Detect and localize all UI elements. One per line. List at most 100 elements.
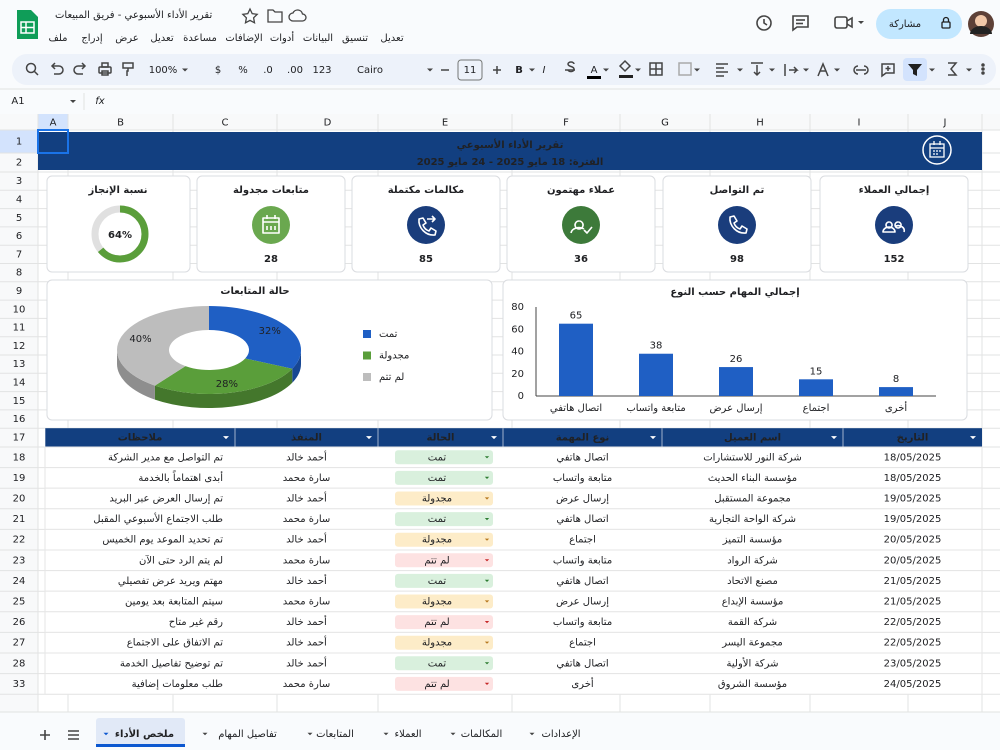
status-dropdown[interactable] [484, 456, 490, 459]
row-header[interactable]: 3 [16, 176, 22, 187]
tab-dropdown[interactable] [450, 732, 456, 736]
column-header[interactable]: H [756, 118, 764, 129]
toolbar-icons[interactable] [25, 59, 985, 78]
status-chip[interactable] [395, 635, 493, 650]
status-chip[interactable] [395, 676, 493, 691]
row-header[interactable]: 9 [16, 286, 22, 297]
dropdown-arrow[interactable] [737, 68, 743, 72]
column-header[interactable]: C [222, 118, 229, 129]
row-header[interactable]: 15 [13, 396, 26, 407]
menu-item[interactable]: تعديل [150, 33, 173, 44]
toolbar-number-format[interactable]: 123 [312, 65, 331, 76]
status-dropdown[interactable] [484, 600, 490, 603]
status-chip[interactable] [395, 553, 493, 568]
sheet-tab[interactable]: المكالمات [461, 729, 502, 740]
toolbar-currency[interactable]: $ [215, 65, 221, 76]
column-header[interactable]: A [50, 118, 57, 129]
dropdown-arrow[interactable] [529, 68, 535, 72]
sheet-tab[interactable]: ملخص الأداء [115, 727, 174, 740]
toolbar-text-color[interactable]: A [591, 65, 598, 76]
tab-dropdown[interactable] [307, 732, 313, 736]
row-header[interactable]: 28 [13, 658, 26, 669]
sheet-tab[interactable]: الإعدادات [541, 729, 580, 740]
row-header[interactable]: 26 [13, 617, 26, 628]
add-sheet[interactable] [40, 730, 50, 740]
toolbar-dec-more[interactable]: .00 [287, 65, 303, 76]
row-header[interactable]: 10 [13, 304, 26, 315]
column-header[interactable]: G [661, 118, 669, 129]
filter-icon[interactable] [908, 64, 922, 76]
column-header[interactable]: D [324, 118, 332, 129]
menu-item[interactable]: الإضافات [225, 33, 262, 44]
sheet-tab[interactable]: العملاء [394, 729, 421, 740]
row-header[interactable]: 33 [13, 679, 26, 690]
row-header[interactable]: 2 [16, 158, 22, 169]
row-header[interactable]: 25 [13, 597, 26, 608]
filter-dropdown[interactable] [970, 436, 976, 440]
row-header[interactable]: 13 [13, 359, 26, 370]
status-dropdown[interactable] [484, 641, 490, 644]
dropdown-arrow[interactable] [182, 68, 188, 72]
row-header[interactable]: 19 [13, 473, 26, 484]
row-header[interactable]: 6 [16, 231, 22, 242]
toolbar-italic[interactable]: I [543, 65, 546, 76]
row-header[interactable]: 24 [13, 576, 26, 587]
font-size-plus[interactable] [493, 66, 501, 74]
row-header[interactable]: 22 [13, 535, 26, 546]
name-box-dropdown[interactable] [70, 100, 76, 103]
toolbar-font-size[interactable]: 11 [464, 65, 477, 76]
row-header[interactable]: 23 [13, 555, 26, 566]
dropdown-arrow[interactable] [803, 68, 809, 72]
row-header[interactable]: 27 [13, 638, 26, 649]
filter-dropdown[interactable] [491, 436, 497, 440]
menu-item[interactable]: تنسيق [342, 33, 368, 44]
name-box[interactable]: A1 [11, 96, 24, 107]
tab-dropdown[interactable] [529, 732, 535, 736]
row-header[interactable]: 18 [13, 452, 26, 463]
status-chip[interactable] [395, 491, 493, 506]
row-header[interactable]: 11 [13, 323, 26, 334]
column-header[interactable]: E [442, 118, 448, 129]
row-header[interactable]: 5 [16, 213, 22, 224]
menu-item[interactable]: مساعدة [183, 33, 217, 44]
row-header[interactable]: 4 [16, 194, 22, 205]
status-chip[interactable] [395, 450, 493, 465]
tab-dropdown[interactable] [103, 732, 109, 736]
row-header[interactable]: 20 [13, 494, 26, 505]
dropdown-arrow[interactable] [603, 68, 609, 72]
status-dropdown[interactable] [484, 497, 490, 500]
dropdown-arrow[interactable] [769, 68, 775, 72]
tab-dropdown[interactable] [383, 732, 389, 736]
sheets-logo[interactable] [17, 10, 38, 39]
status-chip[interactable] [395, 512, 493, 527]
column-header[interactable]: B [117, 118, 124, 129]
toolbar-percent[interactable]: % [238, 65, 248, 76]
menu-item[interactable]: إدراج [81, 33, 103, 44]
status-chip[interactable] [395, 532, 493, 547]
status-dropdown[interactable] [484, 621, 490, 624]
row-header[interactable]: 17 [13, 433, 26, 444]
status-dropdown[interactable] [484, 518, 490, 521]
dropdown-arrow[interactable] [966, 68, 972, 72]
filter-dropdown[interactable] [366, 436, 372, 440]
row-header[interactable]: 16 [13, 414, 26, 425]
row-header[interactable]: 12 [13, 341, 26, 352]
status-chip[interactable] [395, 470, 493, 485]
status-dropdown[interactable] [484, 538, 490, 541]
row-header[interactable]: 21 [13, 514, 26, 525]
status-dropdown[interactable] [484, 662, 490, 665]
filter-dropdown[interactable] [650, 436, 656, 440]
status-chip[interactable] [395, 594, 493, 609]
dropdown-arrow[interactable] [694, 68, 700, 72]
column-header[interactable]: F [563, 118, 569, 129]
toolbar-font[interactable]: Cairo [357, 65, 383, 76]
filter-dropdown[interactable] [223, 436, 229, 440]
all-sheets[interactable] [68, 730, 79, 740]
dropdown-arrow[interactable] [834, 68, 840, 72]
cloud-icon[interactable] [288, 9, 307, 22]
share-label[interactable]: مشاركة [889, 19, 921, 30]
sheet-tab[interactable]: المتابعات [316, 729, 354, 740]
active-tab[interactable] [96, 718, 185, 746]
comments-icon[interactable] [792, 15, 809, 32]
star-icon[interactable] [241, 7, 259, 25]
